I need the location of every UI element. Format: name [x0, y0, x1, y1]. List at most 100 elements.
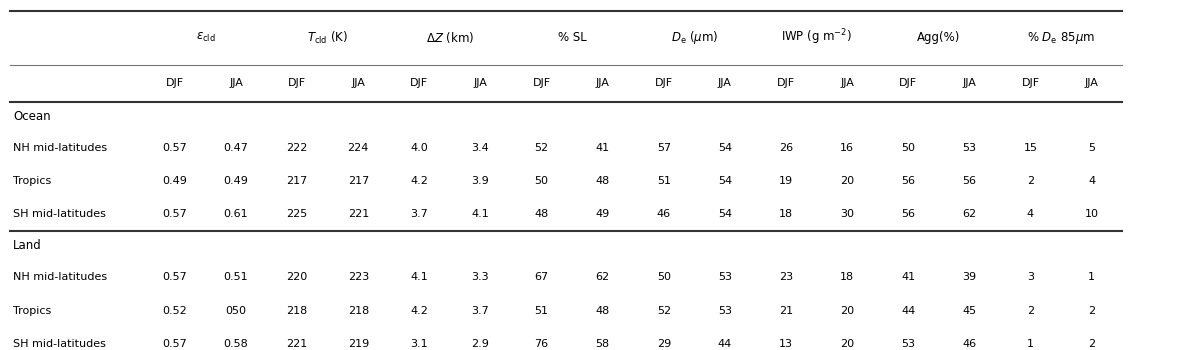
Text: Land: Land [13, 239, 42, 252]
Text: % $D_{\mathrm{e}}$ 85$\mu$m: % $D_{\mathrm{e}}$ 85$\mu$m [1027, 30, 1095, 46]
Text: 218: 218 [286, 306, 308, 316]
Text: 50: 50 [901, 143, 915, 153]
Text: JJA: JJA [1085, 78, 1098, 88]
Text: 58: 58 [595, 339, 610, 349]
Text: 54: 54 [718, 209, 731, 219]
Text: 48: 48 [534, 209, 549, 219]
Text: 0.57: 0.57 [162, 339, 188, 349]
Text: 41: 41 [595, 143, 610, 153]
Text: 29: 29 [657, 339, 671, 349]
Text: 46: 46 [962, 339, 977, 349]
Text: 54: 54 [718, 176, 731, 186]
Text: DJF: DJF [777, 78, 795, 88]
Text: 76: 76 [534, 339, 549, 349]
Text: 221: 221 [286, 339, 308, 349]
Text: 50: 50 [534, 176, 549, 186]
Text: 3.1: 3.1 [410, 339, 428, 349]
Text: 44: 44 [718, 339, 733, 349]
Text: $D_{\mathrm{e}}$ ($\mu$m): $D_{\mathrm{e}}$ ($\mu$m) [671, 29, 718, 46]
Text: 46: 46 [657, 209, 671, 219]
Text: Agg(%): Agg(%) [917, 31, 960, 44]
Text: 13: 13 [780, 339, 793, 349]
Text: 2: 2 [1027, 176, 1035, 186]
Text: 4.2: 4.2 [410, 176, 428, 186]
Text: 4.2: 4.2 [410, 306, 428, 316]
Text: 4.1: 4.1 [410, 272, 428, 282]
Text: 4.0: 4.0 [410, 143, 428, 153]
Text: 217: 217 [348, 176, 369, 186]
Text: 21: 21 [780, 306, 793, 316]
Text: 10: 10 [1085, 209, 1098, 219]
Text: 20: 20 [840, 339, 854, 349]
Text: 219: 219 [348, 339, 369, 349]
Text: 53: 53 [962, 143, 977, 153]
Text: 3.7: 3.7 [410, 209, 428, 219]
Text: DJF: DJF [410, 78, 428, 88]
Text: 52: 52 [534, 143, 549, 153]
Text: 0.51: 0.51 [224, 272, 248, 282]
Text: DJF: DJF [166, 78, 184, 88]
Text: 23: 23 [780, 272, 793, 282]
Text: 0.57: 0.57 [162, 143, 188, 153]
Text: 050: 050 [225, 306, 247, 316]
Text: 57: 57 [657, 143, 671, 153]
Text: 221: 221 [348, 209, 369, 219]
Text: 62: 62 [595, 272, 610, 282]
Text: 67: 67 [534, 272, 549, 282]
Text: 62: 62 [962, 209, 977, 219]
Text: 5: 5 [1088, 143, 1095, 153]
Text: Tropics: Tropics [13, 306, 52, 316]
Text: 2: 2 [1088, 306, 1095, 316]
Text: JJA: JJA [474, 78, 487, 88]
Text: DJF: DJF [654, 78, 672, 88]
Text: 217: 217 [286, 176, 308, 186]
Text: 20: 20 [840, 306, 854, 316]
Text: 48: 48 [595, 176, 610, 186]
Text: 16: 16 [840, 143, 854, 153]
Text: 224: 224 [348, 143, 369, 153]
Text: 39: 39 [962, 272, 977, 282]
Text: 19: 19 [780, 176, 793, 186]
Text: 0.47: 0.47 [224, 143, 249, 153]
Text: 4: 4 [1088, 176, 1095, 186]
Text: 1: 1 [1088, 272, 1095, 282]
Text: JJA: JJA [351, 78, 366, 88]
Text: 51: 51 [657, 176, 671, 186]
Text: DJF: DJF [533, 78, 551, 88]
Text: $\varepsilon_{\mathrm{cld}}$: $\varepsilon_{\mathrm{cld}}$ [196, 31, 215, 44]
Text: 2.9: 2.9 [472, 339, 490, 349]
Text: NH mid-latitudes: NH mid-latitudes [13, 143, 107, 153]
Text: 3.7: 3.7 [472, 306, 490, 316]
Text: 218: 218 [348, 306, 369, 316]
Text: 18: 18 [840, 272, 854, 282]
Text: 0.57: 0.57 [162, 272, 188, 282]
Text: 53: 53 [718, 306, 731, 316]
Text: 15: 15 [1024, 143, 1037, 153]
Text: JJA: JJA [962, 78, 977, 88]
Text: 44: 44 [901, 306, 915, 316]
Text: 225: 225 [286, 209, 308, 219]
Text: Ocean: Ocean [13, 110, 51, 123]
Text: 50: 50 [657, 272, 671, 282]
Text: 20: 20 [840, 176, 854, 186]
Text: DJF: DJF [288, 78, 307, 88]
Text: 52: 52 [657, 306, 671, 316]
Text: 0.49: 0.49 [162, 176, 188, 186]
Text: 2: 2 [1027, 306, 1035, 316]
Text: 3: 3 [1027, 272, 1035, 282]
Text: SH mid-latitudes: SH mid-latitudes [13, 209, 106, 219]
Text: 54: 54 [718, 143, 731, 153]
Text: 48: 48 [595, 306, 610, 316]
Text: Tropics: Tropics [13, 176, 52, 186]
Text: 3.3: 3.3 [472, 272, 490, 282]
Text: 3.4: 3.4 [472, 143, 490, 153]
Text: SH mid-latitudes: SH mid-latitudes [13, 339, 106, 349]
Text: 51: 51 [534, 306, 549, 316]
Text: 222: 222 [286, 143, 308, 153]
Text: JJA: JJA [840, 78, 854, 88]
Text: 0.52: 0.52 [162, 306, 188, 316]
Text: 18: 18 [780, 209, 793, 219]
Text: 220: 220 [286, 272, 308, 282]
Text: IWP (g m$^{-2}$): IWP (g m$^{-2}$) [781, 28, 852, 48]
Text: 45: 45 [962, 306, 977, 316]
